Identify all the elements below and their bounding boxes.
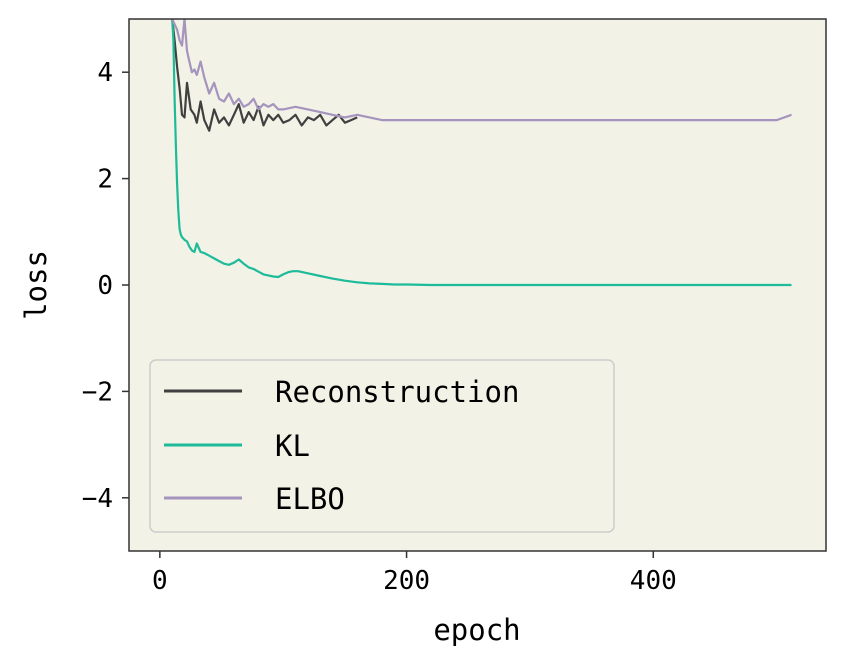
- y-tick-label: 4: [97, 58, 113, 88]
- x-tick-label: 0: [152, 566, 168, 596]
- y-tick-label: −4: [82, 484, 113, 514]
- x-tick-label: 200: [383, 566, 430, 596]
- y-tick-label: −2: [82, 377, 113, 407]
- series-line-elbo: [171, 19, 792, 122]
- legend-label-elbo: ELBO: [275, 482, 345, 516]
- legend: Reconstruction KL ELBO: [149, 359, 615, 533]
- legend-label-reconstruction: Reconstruction: [275, 375, 519, 409]
- y-tick-label: 2: [97, 165, 113, 195]
- x-axis-label: epoch: [433, 613, 520, 647]
- y-tick-label: 0: [97, 271, 113, 301]
- legend-box: [149, 359, 615, 533]
- series-line-kl: [171, 19, 792, 287]
- series-line-reconstruction: [171, 19, 358, 132]
- y-axis-label: loss: [19, 250, 53, 320]
- x-tick-label: 400: [630, 566, 677, 596]
- legend-label-kl: KL: [275, 429, 310, 463]
